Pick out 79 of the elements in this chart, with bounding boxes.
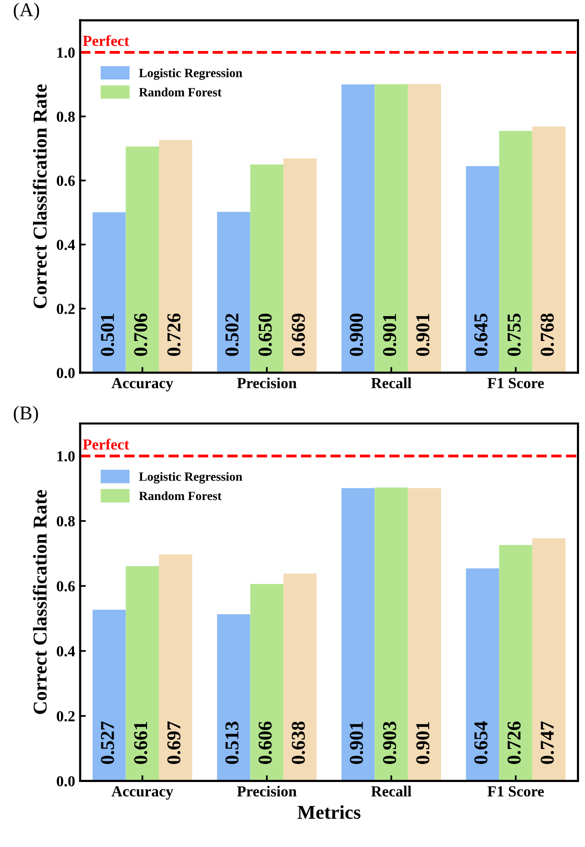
legend-label: Random Forest — [139, 491, 222, 500]
data-label: 0.661 — [134, 722, 148, 764]
y-axis-title: Correct Classification Rate — [32, 84, 47, 308]
data-label: 0.638 — [292, 722, 305, 764]
bar — [158, 554, 192, 781]
y-tick-label: 1.0 — [57, 48, 75, 58]
y-tick-label: 0.0 — [56, 368, 75, 378]
data-label: 0.650 — [258, 314, 272, 356]
bar — [217, 614, 250, 781]
bar — [466, 166, 500, 373]
y-tick-label: 0.8 — [56, 112, 75, 122]
data-label: 0.901 — [416, 314, 430, 356]
data-label: 0.501 — [100, 314, 114, 356]
data-label: 0.669 — [292, 314, 305, 356]
data-label: 0.726 — [507, 722, 521, 764]
x-tick-label: F1 Score — [488, 378, 544, 388]
bar — [126, 146, 159, 373]
bar — [250, 584, 284, 781]
x-tick-label: Precision — [237, 378, 297, 388]
bar — [499, 130, 532, 373]
data-label: 0.901 — [416, 722, 430, 764]
data-label: 0.645 — [474, 314, 488, 356]
legend-label: Random Forest — [139, 88, 222, 96]
data-label: 0.606 — [258, 722, 272, 764]
data-label: 0.513 — [225, 722, 239, 764]
y-tick-label: 0.2 — [56, 304, 75, 314]
data-label: 0.901 — [383, 314, 396, 356]
data-label: 0.901 — [350, 722, 364, 764]
ref-line-label: Perfect — [82, 35, 130, 46]
data-label: 0.697 — [167, 721, 181, 764]
data-label: 0.768 — [540, 314, 554, 356]
bar — [92, 610, 126, 781]
x-tick-label: Precision — [237, 786, 297, 797]
data-label: 0.747 — [540, 721, 554, 764]
x-tick-label: F1 Score — [488, 786, 544, 797]
bar — [408, 488, 442, 781]
bar — [126, 566, 159, 781]
bar — [532, 126, 566, 373]
y-tick-label: 0.2 — [56, 711, 75, 722]
chart-title: (B) — [14, 406, 38, 424]
bar — [158, 140, 192, 373]
bar — [466, 568, 500, 781]
bar — [250, 164, 284, 373]
y-tick-label: 0.4 — [56, 646, 75, 656]
data-label: 0.903 — [383, 722, 396, 764]
y-tick-label: 0.6 — [56, 176, 75, 186]
bar — [217, 212, 250, 373]
y-axis-title: Correct Classification Rate — [32, 490, 47, 714]
y-tick-label: 1.0 — [57, 451, 75, 462]
data-label: 0.726 — [167, 313, 181, 356]
data-label: 0.755 — [507, 314, 521, 356]
x-tick-label: Recall — [371, 786, 412, 797]
bar — [342, 84, 375, 373]
legend-label: Logistic Regression — [139, 472, 242, 484]
ref-line-label: Perfect — [82, 438, 130, 450]
data-label: 0.900 — [350, 314, 364, 356]
x-tick-label: Recall — [371, 378, 412, 388]
bar — [342, 488, 375, 781]
data-label: 0.654 — [474, 721, 488, 764]
bar — [408, 84, 442, 373]
data-label: 0.706 — [134, 313, 148, 356]
y-tick-label: 0.8 — [56, 516, 75, 526]
bar — [92, 212, 126, 373]
x-axis-title: Metrics — [298, 805, 360, 819]
bar — [283, 158, 317, 373]
x-tick-label: Accuracy — [112, 786, 174, 800]
bar — [374, 84, 408, 373]
y-tick-label: 0.4 — [56, 240, 75, 250]
x-tick-label: Accuracy — [112, 378, 174, 392]
bar — [499, 545, 532, 781]
legend-label: Logistic Regression — [139, 68, 242, 80]
bar — [532, 538, 566, 781]
chart-title: (A) — [14, 2, 40, 20]
y-tick-label: 0.6 — [56, 581, 75, 592]
data-label: 0.502 — [225, 314, 239, 356]
bar — [283, 574, 317, 781]
y-tick-label: 0.0 — [56, 776, 75, 786]
data-label: 0.527 — [100, 721, 114, 764]
bar — [374, 488, 408, 781]
